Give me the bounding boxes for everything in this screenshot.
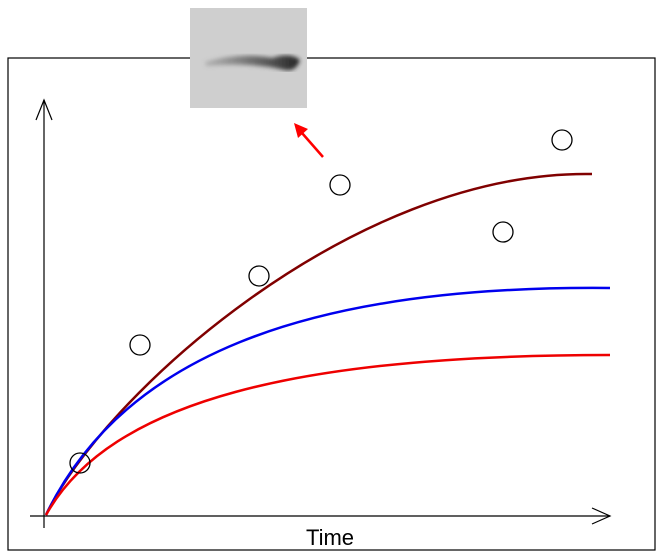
pointer-arrow bbox=[294, 123, 324, 158]
observations bbox=[69, 129, 573, 474]
x-axis-label: Time bbox=[306, 525, 354, 550]
frame bbox=[7, 57, 656, 551]
y-axis-arrow bbox=[35, 98, 53, 121]
x-axis-arrow bbox=[591, 507, 612, 525]
band bbox=[205, 55, 300, 71]
curve-red bbox=[44, 353, 611, 516]
point bbox=[492, 221, 514, 243]
point bbox=[551, 129, 573, 151]
point bbox=[69, 452, 91, 474]
axes bbox=[30, 98, 612, 528]
arrow-head bbox=[294, 123, 308, 138]
point bbox=[129, 334, 151, 356]
arrow-shaft bbox=[301, 132, 324, 158]
point bbox=[329, 174, 351, 196]
blot-inset bbox=[190, 8, 307, 108]
point bbox=[248, 265, 270, 287]
